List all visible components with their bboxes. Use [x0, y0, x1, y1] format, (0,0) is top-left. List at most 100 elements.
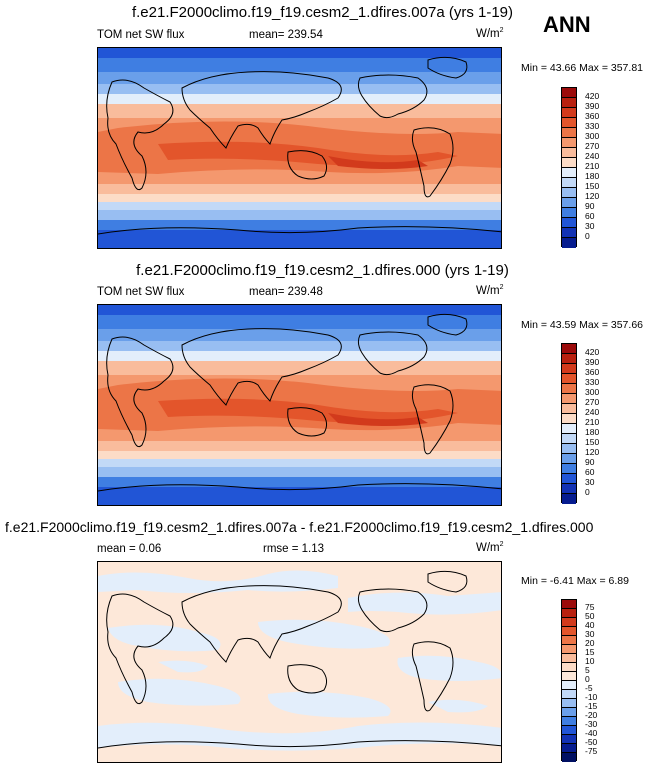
colorbar-swatch: [562, 484, 576, 494]
colorbar-tick-label: 300: [585, 131, 600, 141]
colorbar-tick-label: 390: [585, 101, 600, 111]
colorbar-swatch: [562, 128, 576, 138]
panel3-mean-label: mean = 0.06: [97, 543, 162, 555]
panel2-mean-label: mean= 239.48: [249, 286, 323, 298]
colorbar-swatch: [562, 627, 576, 636]
panel2-colorbar: [561, 343, 577, 504]
colorbar-tick-label: 420: [585, 347, 600, 357]
colorbar-swatch: [562, 494, 576, 504]
colorbar-swatch: [562, 618, 576, 627]
colorbar-tick-label: -15: [585, 701, 598, 711]
colorbar-tick-label: -40: [585, 728, 598, 738]
colorbar-tick-label: 60: [585, 211, 595, 221]
colorbar-tick-label: 420: [585, 91, 600, 101]
colorbar-tick-label: 300: [585, 387, 600, 397]
colorbar-swatch: [562, 609, 576, 618]
colorbar-tick-label: 30: [585, 221, 595, 231]
colorbar-swatch: [562, 148, 576, 158]
colorbar-tick-label: 50: [585, 611, 595, 621]
colorbar-tick-label: 180: [585, 427, 600, 437]
colorbar-tick-label: -30: [585, 719, 598, 729]
colorbar-swatch: [562, 108, 576, 118]
season-label: ANN: [543, 12, 591, 37]
colorbar-tick-label: -75: [585, 746, 598, 756]
colorbar-swatch: [562, 690, 576, 699]
colorbar-swatch: [562, 394, 576, 404]
panel1-colorbar: [561, 87, 577, 248]
colorbar-tick-label: 210: [585, 417, 600, 427]
colorbar-swatch: [562, 218, 576, 228]
colorbar-swatch: [562, 198, 576, 208]
colorbar-swatch: [562, 753, 576, 762]
colorbar-tick-label: 360: [585, 111, 600, 121]
colorbar-swatch: [562, 645, 576, 654]
panel1-title: f.e21.F2000climo.f19_f19.cesm2_1.dfires.…: [131, 4, 514, 21]
colorbar-tick-label: 270: [585, 397, 600, 407]
colorbar-tick-label: 0: [585, 231, 590, 241]
colorbar-swatch: [562, 663, 576, 672]
colorbar-tick-label: 240: [585, 151, 600, 161]
colorbar-swatch: [562, 474, 576, 484]
colorbar-swatch: [562, 708, 576, 717]
colorbar-swatch: [562, 208, 576, 218]
colorbar-tick-label: 0: [585, 674, 590, 684]
colorbar-tick-label: 270: [585, 141, 600, 151]
colorbar-swatch: [562, 414, 576, 424]
colorbar-tick-label: 60: [585, 467, 595, 477]
colorbar-swatch: [562, 636, 576, 645]
colorbar-swatch: [562, 138, 576, 148]
panel2-minmax: Min = 43.59 Max = 357.66: [521, 319, 643, 331]
colorbar-swatch: [562, 744, 576, 753]
colorbar-tick-label: 0: [585, 487, 590, 497]
panel2-map: [97, 304, 502, 506]
colorbar-swatch: [562, 374, 576, 384]
colorbar-tick-label: 90: [585, 457, 595, 467]
colorbar-tick-label: 390: [585, 357, 600, 367]
colorbar-swatch: [562, 158, 576, 168]
colorbar-swatch: [562, 717, 576, 726]
colorbar-tick-label: 30: [585, 477, 595, 487]
colorbar-swatch: [562, 464, 576, 474]
colorbar-tick-label: 330: [585, 377, 600, 387]
panel1-mean-label: mean= 239.54: [249, 29, 323, 41]
panel1-map: [97, 47, 502, 249]
colorbar-tick-label: 210: [585, 161, 600, 171]
colorbar-tick-label: 10: [585, 656, 595, 666]
colorbar-tick-label: -20: [585, 710, 598, 720]
colorbar-tick-label: 5: [585, 665, 590, 675]
colorbar-swatch: [562, 454, 576, 464]
colorbar-swatch: [562, 726, 576, 735]
colorbar-swatch: [562, 188, 576, 198]
panel3-title: f.e21.F2000climo.f19_f19.cesm2_1.dfires.…: [5, 519, 594, 535]
colorbar-tick-label: -10: [585, 692, 598, 702]
panel1-minmax: Min = 43.66 Max = 357.81: [521, 62, 643, 74]
colorbar-tick-label: 360: [585, 367, 600, 377]
panel3-map: [97, 561, 502, 763]
colorbar-swatch: [562, 444, 576, 454]
colorbar-swatch: [562, 98, 576, 108]
colorbar-swatch: [562, 654, 576, 663]
colorbar-tick-label: 180: [585, 171, 600, 181]
colorbar-swatch: [562, 364, 576, 374]
panel1-units: W/m2: [476, 27, 504, 40]
colorbar-swatch: [562, 672, 576, 681]
colorbar-tick-label: -5: [585, 683, 593, 693]
colorbar-swatch: [562, 344, 576, 354]
colorbar-swatch: [562, 735, 576, 744]
colorbar-swatch: [562, 384, 576, 394]
colorbar-tick-label: 120: [585, 191, 600, 201]
colorbar-swatch: [562, 168, 576, 178]
panel3-minmax: Min = -6.41 Max = 6.89: [521, 575, 629, 587]
colorbar-swatch: [562, 600, 576, 609]
colorbar-tick-label: 120: [585, 447, 600, 457]
colorbar-tick-label: 30: [585, 629, 595, 639]
panel1-variable-label: TOM net SW flux: [97, 29, 185, 41]
colorbar-swatch: [562, 178, 576, 188]
panel2-title: f.e21.F2000climo.f19_f19.cesm2_1.dfires.…: [136, 262, 509, 279]
colorbar-swatch: [562, 228, 576, 238]
panel3-rmse-label: rmse = 1.13: [263, 543, 325, 555]
colorbar-tick-label: 15: [585, 647, 595, 657]
colorbar-tick-label: 20: [585, 638, 595, 648]
colorbar-swatch: [562, 238, 576, 248]
colorbar-tick-label: 330: [585, 121, 600, 131]
